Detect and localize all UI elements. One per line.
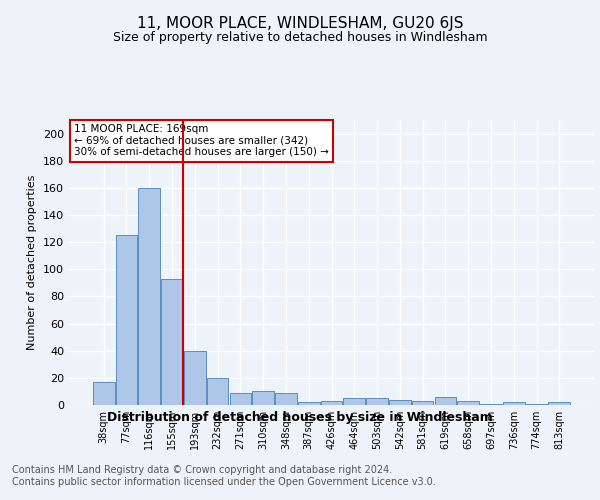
Bar xyxy=(389,400,410,405)
Bar xyxy=(161,279,183,405)
Bar xyxy=(253,392,274,405)
Bar xyxy=(343,398,365,405)
Bar xyxy=(116,236,137,405)
Bar xyxy=(503,402,524,405)
Bar xyxy=(526,404,547,405)
Bar xyxy=(412,401,433,405)
Bar xyxy=(207,378,229,405)
Bar xyxy=(548,402,570,405)
Bar xyxy=(230,393,251,405)
Bar xyxy=(139,188,160,405)
Bar xyxy=(93,382,115,405)
Text: 11 MOOR PLACE: 169sqm
← 69% of detached houses are smaller (342)
30% of semi-det: 11 MOOR PLACE: 169sqm ← 69% of detached … xyxy=(74,124,329,158)
Bar xyxy=(184,350,206,405)
Bar xyxy=(480,404,502,405)
Bar xyxy=(434,397,456,405)
Bar xyxy=(298,402,320,405)
Y-axis label: Number of detached properties: Number of detached properties xyxy=(28,175,37,350)
Text: Distribution of detached houses by size in Windlesham: Distribution of detached houses by size … xyxy=(107,411,493,424)
Bar xyxy=(275,393,297,405)
Text: 11, MOOR PLACE, WINDLESHAM, GU20 6JS: 11, MOOR PLACE, WINDLESHAM, GU20 6JS xyxy=(137,16,463,31)
Bar xyxy=(320,401,343,405)
Text: Size of property relative to detached houses in Windlesham: Size of property relative to detached ho… xyxy=(113,31,487,44)
Text: Contains HM Land Registry data © Crown copyright and database right 2024.
Contai: Contains HM Land Registry data © Crown c… xyxy=(12,465,436,486)
Bar xyxy=(457,401,479,405)
Bar xyxy=(366,398,388,405)
